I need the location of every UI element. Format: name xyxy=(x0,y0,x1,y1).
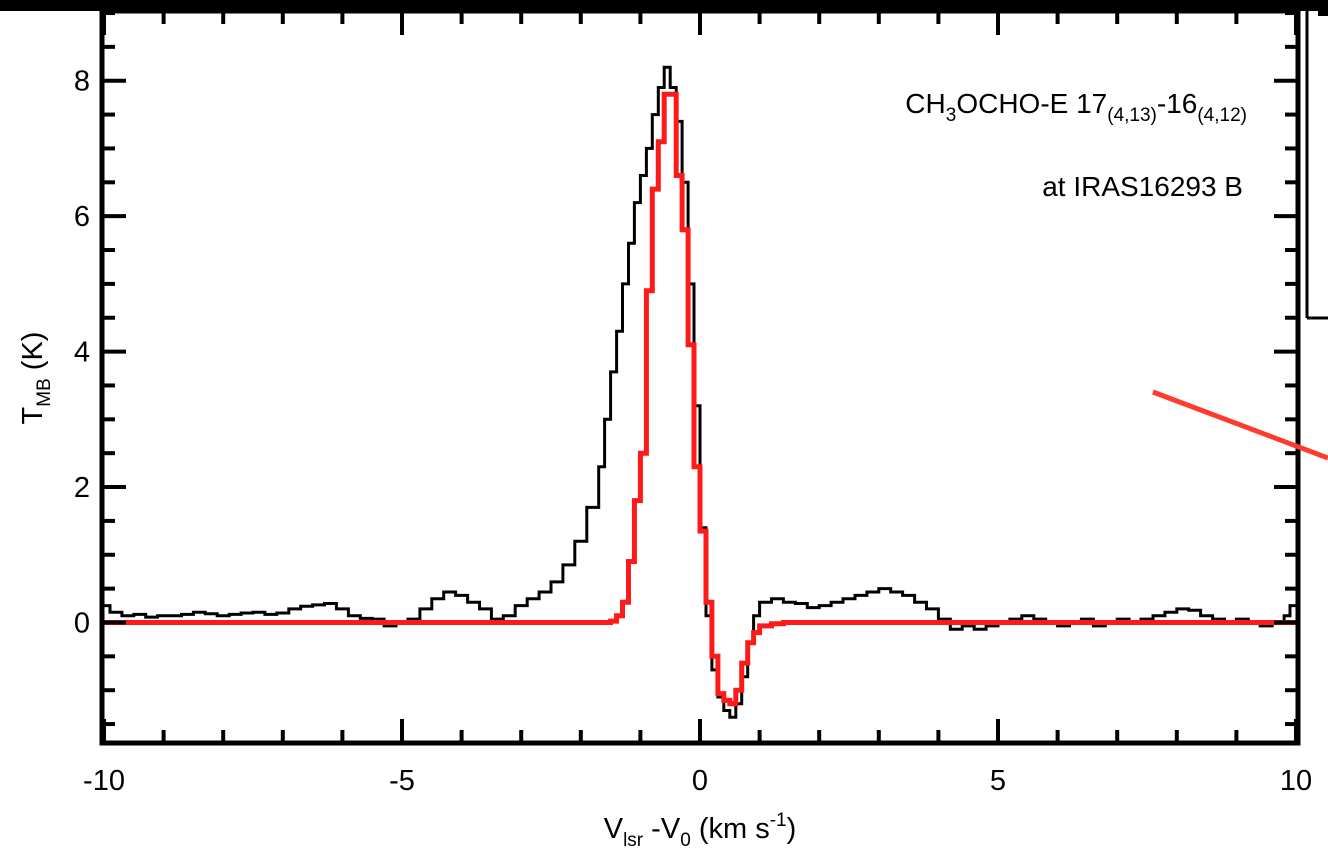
x-tick-label: -5 xyxy=(389,765,415,797)
x-tick-label: 5 xyxy=(990,765,1006,797)
y-tick-label: 4 xyxy=(74,337,90,369)
x-tick-label: 0 xyxy=(692,765,708,797)
top-bar xyxy=(0,0,1328,11)
series-line-2 xyxy=(104,91,1296,707)
series-line-1 xyxy=(104,65,1296,719)
y-tick-label: 6 xyxy=(74,201,90,233)
inset-frame xyxy=(1305,11,1328,320)
tick-labels: -10 -5 0 5 10 0 2 4 6 8 xyxy=(74,66,1312,797)
line-annotation: CH3OCHO-E 17(4,13)-16(4,12) xyxy=(905,88,1247,126)
y-tick-label: 2 xyxy=(74,472,90,504)
source-annotation: at IRAS16293 B xyxy=(1042,171,1243,202)
plot-area xyxy=(104,65,1296,719)
inset-strip xyxy=(1318,11,1328,16)
y-tick-label: 0 xyxy=(74,607,90,639)
x-tick-label: -10 xyxy=(83,765,125,797)
x-axis-label: Vlsr -V0 (km s-1) xyxy=(604,810,797,849)
pointer-arrow xyxy=(1152,389,1328,461)
y-axis-label: TMB (K) xyxy=(17,332,55,425)
x-tick-label: 10 xyxy=(1280,765,1312,797)
plot-frame xyxy=(99,8,1301,746)
y-tick-label: 8 xyxy=(74,66,90,98)
axis-ticks xyxy=(102,11,1298,741)
